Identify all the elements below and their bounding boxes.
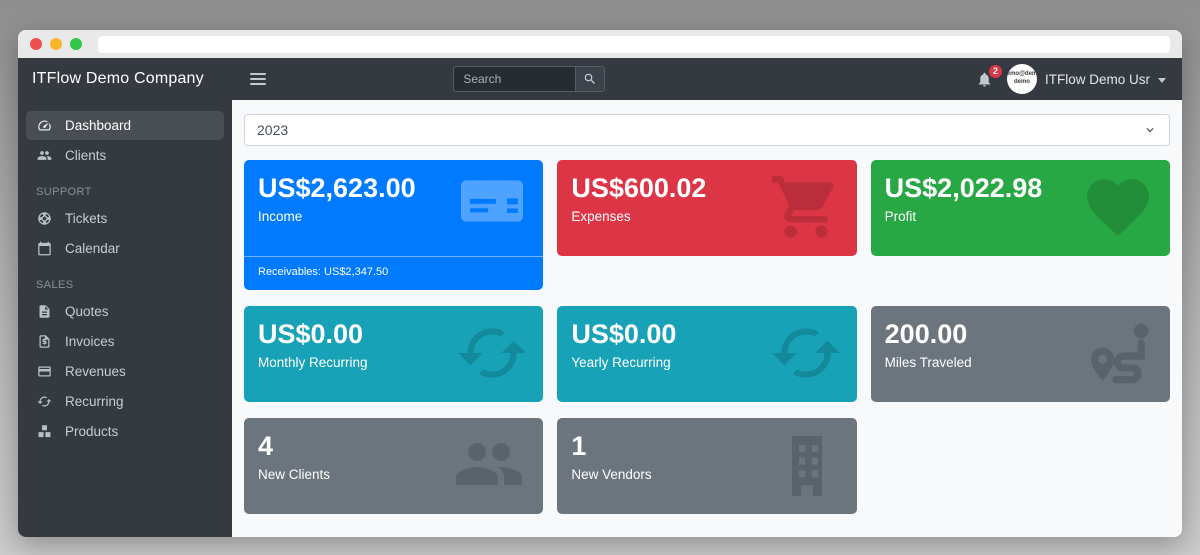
route-icon (1082, 316, 1156, 395)
notifications-button[interactable]: 2 (976, 64, 1002, 88)
avatar: demo@demo demo (1006, 64, 1037, 94)
sidebar-item-quotes[interactable]: Quotes (26, 297, 224, 326)
sidebar: Dashboard Clients SUPPORT Tickets Calend… (18, 100, 232, 537)
app-body: Dashboard Clients SUPPORT Tickets Calend… (18, 100, 1182, 537)
search-input[interactable] (453, 66, 576, 92)
expenses-card[interactable]: US$600.02 Expenses (557, 160, 857, 256)
card-value: 4 (258, 431, 274, 461)
calendar-icon (35, 241, 54, 256)
new-vendors-card[interactable]: 1 New Vendors (557, 418, 857, 514)
yearly-recurring-card[interactable]: US$0.00 Yearly Recurring (557, 306, 857, 402)
card-value: US$2,022.98 (884, 173, 1043, 203)
card-label: Expenses (571, 208, 631, 224)
top-navbar: ITFlow Demo Company 2 demo@demo demo (18, 58, 1182, 100)
chevron-down-icon (1143, 123, 1157, 137)
boxes-icon (35, 424, 54, 439)
sidebar-item-label: Invoices (65, 334, 115, 349)
card-value: US$600.02 (571, 173, 707, 203)
sidebar-item-label: Calendar (65, 241, 120, 256)
sidebar-item-label: Tickets (65, 211, 108, 226)
navbar-right: 2 demo@demo demo ITFlow Demo Usr (976, 64, 1166, 94)
sidebar-item-invoices[interactable]: Invoices (26, 327, 224, 356)
search-button[interactable] (575, 66, 606, 92)
card-label: Income (258, 208, 303, 224)
sidebar-item-label: Quotes (65, 304, 109, 319)
sidebar-item-revenues[interactable]: Revenues (26, 357, 224, 386)
main-content: 2023 US$2,623.00 Income Receivables: US$… (232, 100, 1182, 537)
sidebar-item-label: Revenues (65, 364, 126, 379)
sidebar-item-recurring[interactable]: Recurring (26, 387, 224, 416)
navbar-main: 2 demo@demo demo ITFlow Demo Usr (232, 58, 1182, 100)
card-value: US$0.00 (258, 319, 364, 349)
card-value: US$0.00 (571, 319, 677, 349)
sidebar-item-clients[interactable]: Clients (26, 141, 224, 170)
sync-icon (455, 316, 529, 395)
user-name: ITFlow Demo Usr (1044, 71, 1150, 87)
bell-icon (978, 72, 991, 87)
life-ring-icon (35, 211, 54, 226)
sidebar-item-tickets[interactable]: Tickets (26, 204, 224, 233)
sidebar-item-label: Recurring (65, 394, 124, 409)
new-clients-card[interactable]: 4 New Clients (244, 418, 544, 514)
file-invoice-dollar-icon (35, 334, 54, 349)
card-value: US$2,623.00 (258, 173, 416, 203)
sync-icon (35, 394, 54, 409)
users-icon (449, 428, 529, 505)
profit-card[interactable]: US$2,022.98 Profit (870, 160, 1170, 256)
card-label: Profit (884, 208, 917, 224)
monthly-recurring-card[interactable]: US$0.00 Monthly Recurring (244, 306, 544, 402)
card-label: Yearly Recurring (571, 354, 671, 370)
card-label: Miles Traveled (884, 354, 972, 370)
avatar-text-line1: demo@demo (1006, 71, 1037, 78)
building-icon (771, 428, 843, 509)
sidebar-section-support: SUPPORT (36, 186, 92, 198)
dashboard-cards: US$2,623.00 Income Receivables: US$2,347… (244, 160, 1170, 514)
heart-icon (1080, 170, 1156, 249)
sidebar-item-calendar[interactable]: Calendar (26, 234, 224, 263)
miles-traveled-card[interactable]: 200.00 Miles Traveled (870, 306, 1170, 402)
user-menu-button[interactable]: demo@demo demo ITFlow Demo Usr (1006, 64, 1166, 94)
card-label: New Clients (258, 466, 331, 482)
browser-window: ITFlow Demo Company 2 demo@demo demo (18, 30, 1182, 537)
search-icon (585, 73, 596, 84)
credit-card-icon (455, 170, 529, 237)
brand-title: ITFlow Demo Company (32, 70, 204, 87)
sidebar-item-label: Clients (65, 148, 107, 163)
card-label: New Vendors (571, 466, 652, 482)
income-card[interactable]: US$2,623.00 Income Receivables: US$2,347… (244, 160, 544, 290)
card-value: 1 (571, 431, 587, 461)
minimize-button[interactable] (50, 38, 62, 50)
year-select-value: 2023 (257, 122, 289, 138)
sidebar-item-dashboard[interactable]: Dashboard (26, 111, 224, 140)
card-footer: Receivables: US$2,347.50 (244, 256, 544, 278)
avatar-text-line2: demo (1013, 79, 1030, 85)
sidebar-toggle-button[interactable] (248, 69, 268, 89)
close-button[interactable] (30, 38, 42, 50)
card-value: 200.00 (884, 319, 968, 349)
card-label: Monthly Recurring (258, 354, 368, 370)
caret-down-icon (1158, 77, 1166, 83)
tachometer-icon (35, 118, 54, 133)
year-select[interactable]: 2023 (244, 114, 1170, 146)
sidebar-item-products[interactable]: Products (26, 417, 224, 446)
maximize-button[interactable] (70, 38, 82, 50)
sync-icon (769, 316, 843, 395)
browser-titlebar (18, 30, 1182, 58)
shopping-cart-icon (769, 170, 843, 249)
url-bar[interactable] (98, 35, 1170, 53)
sidebar-item-label: Products (65, 424, 119, 439)
sidebar-item-label: Dashboard (65, 118, 132, 133)
file-icon (35, 304, 54, 319)
notification-badge: 2 (988, 64, 1002, 78)
search-form (453, 66, 606, 92)
sidebar-section-sales: SALES (36, 279, 74, 291)
credit-card-icon (35, 364, 54, 379)
users-icon (35, 148, 54, 163)
